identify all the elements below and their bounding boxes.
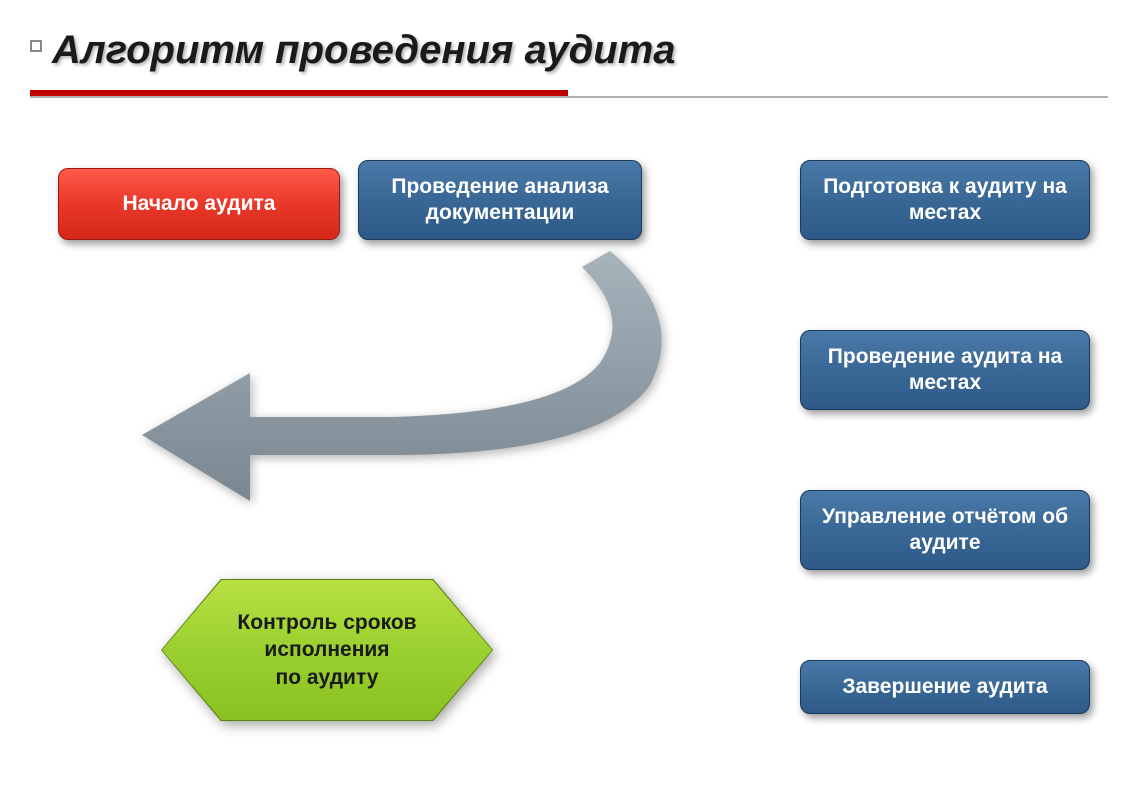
box-label: Завершение аудита xyxy=(842,674,1047,700)
hex-line-2: исполнения xyxy=(264,638,389,661)
box-label: Управление отчётом об аудите xyxy=(815,504,1075,557)
hex-line-3: по аудиту xyxy=(276,666,379,689)
box-analysis: Проведение анализа документации xyxy=(358,160,642,240)
hexagon-control: Контроль сроков исполнения по аудиту xyxy=(162,580,492,720)
box-label: Проведение анализа документации xyxy=(373,174,627,227)
box-report: Управление отчётом об аудите xyxy=(800,490,1090,570)
hex-label: Контроль сроков исполнения по аудиту xyxy=(237,609,416,691)
corner-marker xyxy=(30,40,42,52)
box-start-audit: Начало аудита xyxy=(58,168,340,240)
slide-title: Алгоритм проведения аудита xyxy=(52,28,676,73)
hex-line-1: Контроль сроков xyxy=(237,611,416,634)
box-label: Подготовка к аудиту на местах xyxy=(815,174,1075,227)
underline-gray xyxy=(30,96,1108,98)
box-prepare: Подготовка к аудиту на местах xyxy=(800,160,1090,240)
flow-arrow xyxy=(130,245,690,505)
box-conduct: Проведение аудита на местах xyxy=(800,330,1090,410)
box-label: Проведение аудита на местах xyxy=(815,344,1075,397)
box-finish: Завершение аудита xyxy=(800,660,1090,714)
box-label: Начало аудита xyxy=(123,191,276,217)
